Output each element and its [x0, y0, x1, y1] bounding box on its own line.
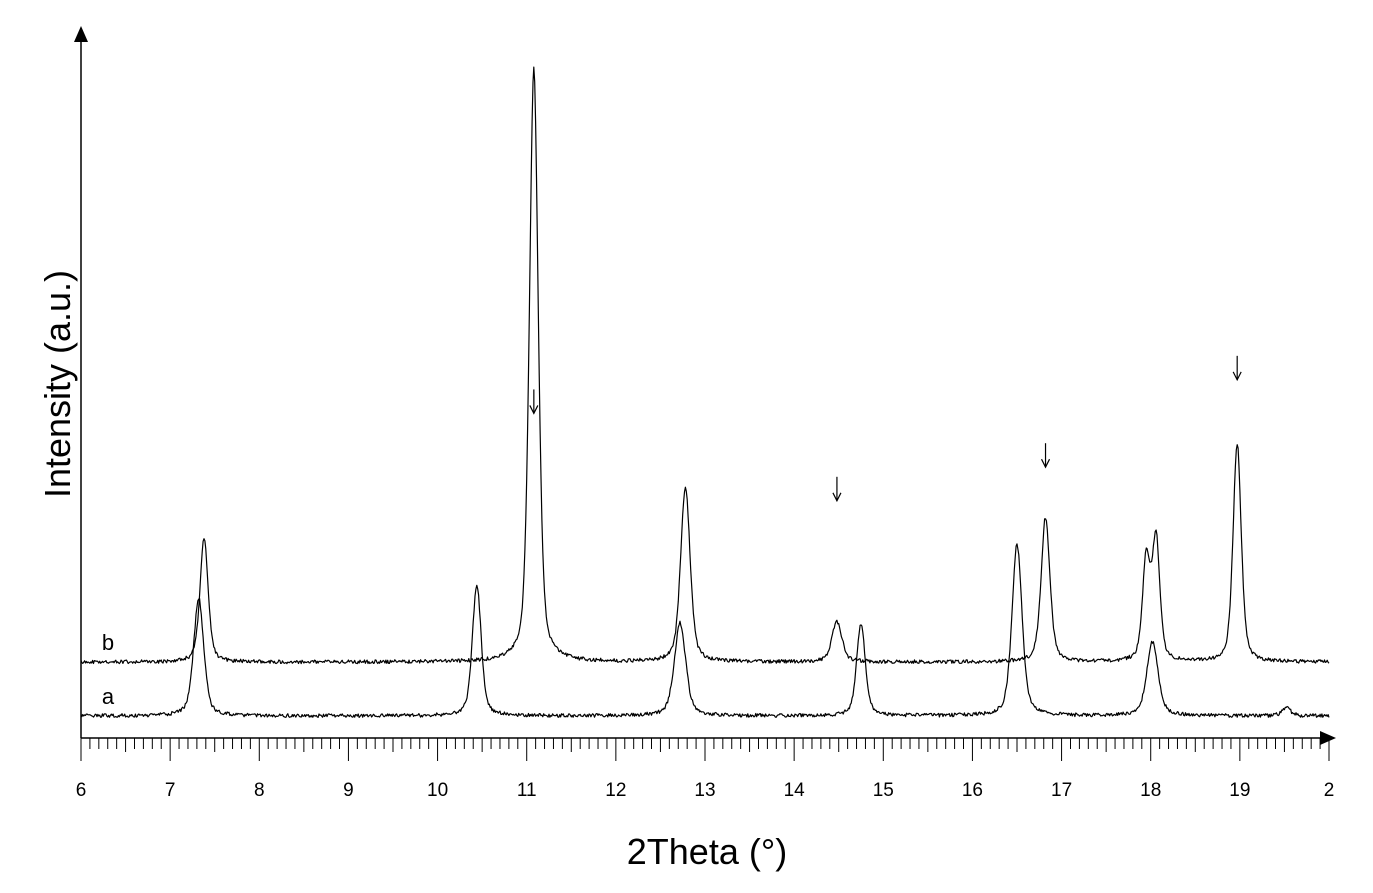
- series-a-trace: [80, 543, 1330, 719]
- y-axis-title: Intensity (a.u.): [37, 270, 78, 498]
- x-tick-label: 9: [343, 780, 354, 801]
- down-arrow-icon: [1040, 443, 1051, 469]
- down-arrow-icon: [832, 476, 842, 503]
- x-tick-label: 16: [962, 780, 983, 801]
- x-tick-label: 14: [784, 780, 806, 801]
- series-b-trace: [80, 66, 1330, 665]
- x-tick-labels: 6 7 8 9 10 11 12 13 14 15 16 17 18 19 2: [76, 780, 1335, 801]
- x-tick-label: 13: [694, 780, 715, 801]
- x-tick-label: 10: [427, 780, 448, 801]
- series-label-b: b: [102, 630, 114, 655]
- x-tick-label: 12: [605, 780, 626, 801]
- down-arrow-icon: [529, 389, 539, 415]
- x-tick-label: 6: [76, 780, 87, 801]
- x-tick-label: 15: [873, 780, 894, 801]
- y-axis-arrowhead: [74, 26, 88, 42]
- x-major-ticks: [80, 738, 1330, 761]
- x-tick-label: 7: [165, 780, 176, 801]
- x-tick-label: 17: [1051, 780, 1072, 801]
- x-axis-title: 2Theta (°): [627, 831, 787, 872]
- x-tick-label: 11: [517, 780, 537, 801]
- traces: [80, 66, 1330, 719]
- x-tick-label: 8: [254, 780, 265, 801]
- down-arrow-icon: [1232, 355, 1242, 382]
- series-label-a: a: [102, 684, 115, 709]
- x-tick-label: 2: [1324, 780, 1335, 801]
- x-tick-label: 18: [1140, 780, 1161, 801]
- x-axis-arrowhead: [1320, 731, 1336, 745]
- x-minor-ticks: [89, 738, 1321, 752]
- x-tick-label: 19: [1229, 780, 1250, 801]
- peak-arrows: [529, 355, 1242, 503]
- axes: 6 7 8 9 10 11 12 13 14 15 16 17 18 19 2: [74, 26, 1336, 801]
- series-labels: ab: [102, 630, 115, 709]
